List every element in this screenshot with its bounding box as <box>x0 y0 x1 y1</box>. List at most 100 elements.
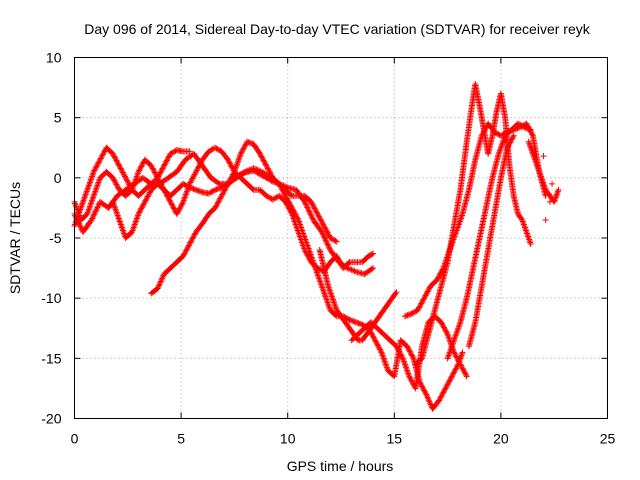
data-point <box>377 347 384 354</box>
data-point <box>306 208 313 215</box>
data-point <box>450 369 457 376</box>
data-point <box>440 389 447 396</box>
data-point <box>505 143 512 150</box>
data-point <box>188 237 195 244</box>
data-point <box>323 238 330 245</box>
data-point <box>185 243 192 250</box>
data-point <box>408 310 415 317</box>
x-tick-label: 5 <box>177 431 185 447</box>
data-point <box>188 238 195 245</box>
data-point <box>316 275 323 282</box>
data-point <box>138 163 145 170</box>
data-point <box>323 296 330 303</box>
data-point <box>120 170 127 177</box>
data-point <box>132 219 139 226</box>
data-point <box>422 292 429 299</box>
data-point <box>208 189 215 196</box>
data-point <box>291 210 298 217</box>
data-point <box>93 207 100 214</box>
data-point <box>407 376 414 383</box>
data-point <box>505 142 512 149</box>
data-point <box>264 175 271 182</box>
data-point <box>318 228 325 235</box>
data-point <box>395 347 402 354</box>
data-point <box>318 217 325 224</box>
data-point <box>87 177 94 184</box>
data-point <box>343 264 350 271</box>
x-tick-label: 15 <box>387 431 403 447</box>
data-point <box>320 289 327 296</box>
data-point <box>113 207 120 214</box>
data-point <box>372 338 379 345</box>
data-point <box>497 146 504 153</box>
data-point <box>111 177 118 184</box>
data-point <box>94 180 101 187</box>
data-point <box>180 180 187 187</box>
data-point <box>440 323 447 330</box>
data-point <box>369 265 376 272</box>
data-point <box>326 287 333 294</box>
data-point <box>382 359 389 366</box>
data-point <box>419 383 426 390</box>
data-point <box>174 209 181 216</box>
data-point <box>536 168 543 175</box>
data-point <box>283 194 290 201</box>
data-point <box>301 198 308 205</box>
data-point <box>331 237 338 244</box>
data-point <box>114 184 121 191</box>
data-point <box>122 174 129 181</box>
data-point <box>81 194 88 201</box>
data-point <box>72 201 79 208</box>
data-point <box>88 216 95 223</box>
data-point <box>438 269 445 276</box>
data-point <box>315 212 322 219</box>
data-point <box>409 380 416 387</box>
data-point <box>266 169 273 176</box>
data-point <box>89 215 96 222</box>
data-point <box>325 302 332 309</box>
data-point <box>498 143 505 150</box>
data-point <box>109 150 116 157</box>
data-point <box>182 191 189 198</box>
data-point <box>308 198 315 205</box>
data-point <box>139 202 146 209</box>
data-point <box>220 188 227 195</box>
y-tick-label: 0 <box>54 170 62 186</box>
data-point <box>130 224 137 231</box>
data-point <box>445 352 452 359</box>
data-point <box>236 155 243 162</box>
data-point <box>416 303 423 310</box>
data-point <box>116 162 123 169</box>
data-point <box>90 168 97 175</box>
data-point <box>555 186 562 193</box>
data-point <box>427 400 434 407</box>
data-point <box>133 215 140 222</box>
data-point <box>527 239 534 246</box>
data-point <box>159 275 166 282</box>
data-point <box>452 351 459 358</box>
data-point <box>459 365 466 372</box>
data-point <box>314 210 321 217</box>
data-point <box>157 278 164 285</box>
data-point <box>455 358 462 365</box>
data-point <box>525 233 532 240</box>
data-point <box>161 162 168 169</box>
data-point <box>425 395 432 402</box>
data-point <box>371 335 378 342</box>
data-point <box>436 397 443 404</box>
data-point <box>454 356 461 363</box>
data-point <box>158 168 165 175</box>
data-point <box>207 189 214 196</box>
data-point <box>329 236 336 243</box>
data-point <box>452 332 459 339</box>
data-point <box>345 316 352 323</box>
data-point <box>434 275 441 282</box>
data-point <box>453 353 460 360</box>
data-point <box>190 232 197 239</box>
data-point <box>181 181 188 188</box>
data-point <box>289 206 296 213</box>
data-point <box>192 170 199 177</box>
data-point <box>239 148 246 155</box>
plot-frame <box>74 57 608 419</box>
data-point <box>90 192 97 199</box>
